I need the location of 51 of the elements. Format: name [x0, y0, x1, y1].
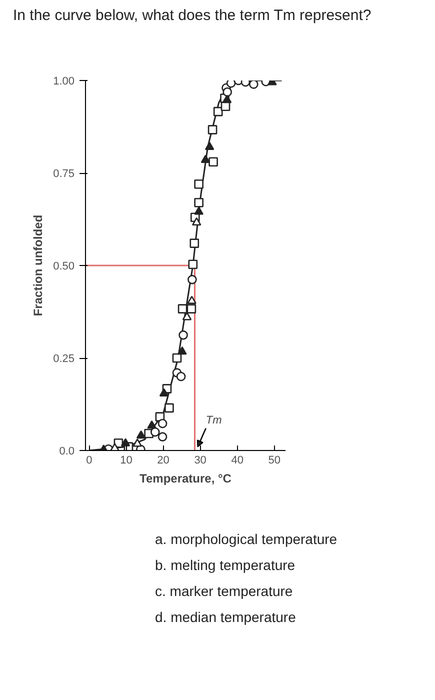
point	[136, 430, 146, 439]
y-tick-label: 0.25	[53, 353, 75, 365]
annotation: Tm	[206, 414, 222, 426]
point	[158, 418, 168, 428]
point	[147, 420, 156, 429]
y-tick-label: 0.75	[53, 168, 75, 180]
point	[194, 179, 204, 189]
x-tick-label: 10	[120, 454, 132, 466]
point	[192, 217, 202, 226]
point	[150, 427, 160, 437]
point	[187, 296, 196, 304]
point	[194, 198, 204, 208]
point	[186, 304, 196, 314]
y-tick-label: 0.50	[53, 260, 75, 272]
point	[204, 142, 214, 150]
point	[176, 372, 186, 382]
point	[158, 432, 168, 442]
point	[226, 80, 236, 88]
point	[178, 330, 188, 340]
point	[194, 206, 204, 215]
x-tick-label: 50	[268, 454, 281, 466]
x-tick-label: 0	[86, 454, 92, 466]
line-series	[88, 80, 283, 450]
y-tick-label: 0.0	[59, 446, 75, 458]
point	[188, 274, 197, 284]
point	[208, 157, 218, 167]
point	[178, 346, 187, 355]
point	[222, 94, 232, 104]
point	[159, 388, 169, 396]
x-axis-title: Temperature, °C	[140, 472, 232, 486]
y-axis-title: Fraction unfolded	[31, 214, 46, 316]
point	[200, 154, 210, 164]
point	[120, 438, 130, 446]
x-tick-label: 40	[231, 454, 244, 466]
point	[190, 238, 200, 248]
point	[182, 312, 192, 320]
y-tick-label: 1.00	[53, 76, 75, 88]
point	[188, 260, 198, 270]
point	[222, 87, 232, 97]
point	[164, 403, 174, 413]
x-tick-label: 20	[157, 454, 170, 466]
chart-title: In the curve below, what does the term Tm represent?	[13, 6, 372, 26]
x-tick-label: 30	[194, 454, 206, 466]
point	[208, 125, 218, 134]
point	[178, 304, 188, 314]
text: c. marker temperature	[155, 582, 294, 601]
point	[172, 353, 182, 363]
point	[132, 438, 142, 447]
text: a. morphological temperature	[155, 530, 338, 549]
text: d. median temperature	[155, 608, 297, 627]
text: b. melting temperature	[155, 556, 296, 575]
